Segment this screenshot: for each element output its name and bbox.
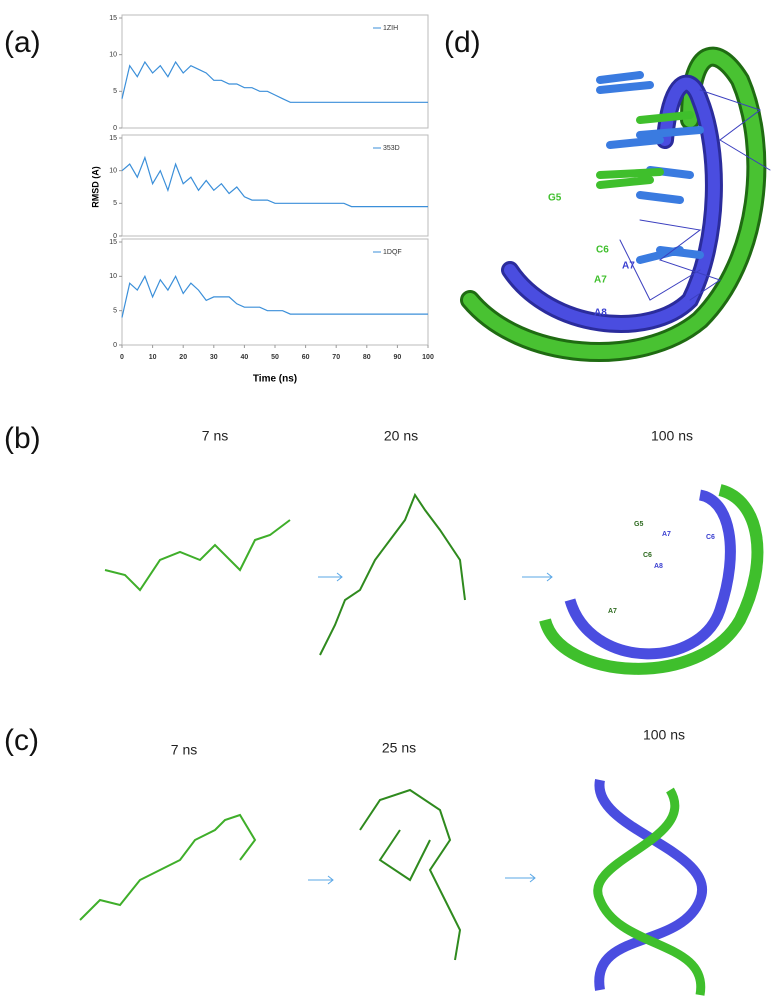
nucleotide-label: A7	[622, 261, 635, 272]
nucleotide-label: A7	[608, 608, 617, 615]
y-axis-label: RMSD (A)	[90, 166, 100, 208]
y-tick-label: 10	[109, 52, 117, 59]
nucleotide-label: C6	[596, 245, 609, 256]
y-tick-label: 5	[113, 200, 117, 207]
x-tick-label: 80	[363, 354, 371, 361]
time-label: 100 ns	[643, 727, 685, 743]
x-tick-label: 20	[179, 354, 187, 361]
legend-label: 1DQF	[383, 249, 402, 256]
y-tick-label: 10	[109, 273, 117, 280]
backbone-blue	[504, 77, 720, 330]
y-tick-label: 5	[113, 308, 117, 315]
nucleotide-label: A8	[594, 308, 607, 319]
x-tick-label: 90	[394, 354, 402, 361]
nucleotide-label: A7	[594, 275, 607, 286]
data-line	[121, 60, 428, 103]
nucleotide-label: G5	[634, 521, 643, 528]
x-axis-label: Time (ns)	[253, 374, 297, 385]
y-tick-label: 0	[113, 233, 117, 240]
y-tick-label: 5	[113, 88, 117, 95]
nucleotide-label: G5	[548, 193, 562, 204]
backbone-green	[463, 49, 764, 359]
x-tick-label: 60	[302, 354, 310, 361]
data-line	[121, 274, 428, 318]
base	[596, 111, 694, 189]
panel-label: (d)	[444, 26, 481, 59]
panel-label: (c)	[4, 724, 39, 757]
x-tick-label: 30	[210, 354, 218, 361]
panel-label: (b)	[4, 422, 41, 455]
nucleotide-label: C6	[706, 534, 715, 541]
sticks	[619, 89, 771, 301]
panel-label: (a)	[4, 26, 41, 59]
backbone-green	[539, 484, 764, 675]
backbone-blue	[594, 779, 708, 991]
nucleotide-label: A7	[662, 531, 671, 538]
base	[596, 71, 704, 264]
trace	[319, 492, 466, 656]
plot-frame	[121, 134, 429, 237]
trace	[79, 813, 257, 921]
y-tick-label: 15	[109, 135, 117, 142]
legend-label: 1ZIH	[383, 25, 398, 32]
x-tick-label: 50	[271, 354, 279, 361]
arrow	[318, 572, 553, 582]
plot-frame	[121, 14, 429, 129]
y-tick-label: 15	[109, 15, 117, 22]
x-tick-label: 100	[422, 354, 434, 361]
time-label: 7 ns	[202, 428, 228, 444]
y-tick-label: 0	[113, 342, 117, 349]
x-tick-label: 40	[241, 354, 249, 361]
legend-label: 353D	[383, 145, 400, 152]
nucleotide-label: A8	[654, 563, 663, 570]
x-tick-label: 70	[332, 354, 340, 361]
trace	[359, 788, 462, 961]
x-tick-label: 10	[149, 354, 157, 361]
panel-c: 7 ns 25 ns 100 ns	[79, 727, 708, 996]
trace	[104, 519, 291, 592]
panel-b: 7 ns 20 ns 100 ns G5 A7 C6 C6 A8 A7	[104, 428, 764, 675]
backbone-blue	[564, 489, 736, 660]
data-line	[121, 155, 428, 208]
x-tick-label: 0	[120, 354, 124, 361]
panel-labels: (a) (b) (c) (d)	[4, 26, 481, 757]
y-tick-label: 10	[109, 168, 117, 175]
time-label: 7 ns	[171, 742, 197, 758]
y-tick-label: 0	[113, 125, 117, 132]
backbone-green	[593, 787, 706, 996]
labels-d: G5 C6 A7 A7 A8	[548, 193, 635, 319]
nucleotide-label: C6	[643, 552, 652, 559]
time-label: 25 ns	[382, 740, 416, 756]
y-tick-label: 15	[109, 239, 117, 246]
arrow	[308, 873, 536, 885]
molecule-d	[460, 46, 771, 362]
time-label: 100 ns	[651, 428, 693, 444]
time-label: 20 ns	[384, 428, 418, 444]
